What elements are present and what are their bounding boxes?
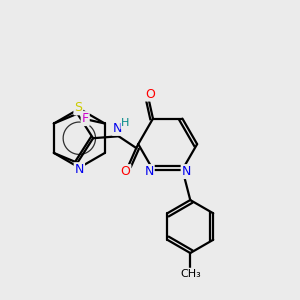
Text: O: O: [121, 165, 130, 178]
Text: CH₃: CH₃: [180, 268, 201, 279]
Text: O: O: [145, 88, 155, 100]
Text: N: N: [182, 165, 191, 178]
Text: N: N: [144, 165, 154, 178]
Text: N: N: [75, 163, 84, 176]
Text: N: N: [113, 122, 122, 135]
Text: S: S: [74, 101, 83, 114]
Text: H: H: [121, 118, 130, 128]
Text: F: F: [82, 112, 89, 125]
